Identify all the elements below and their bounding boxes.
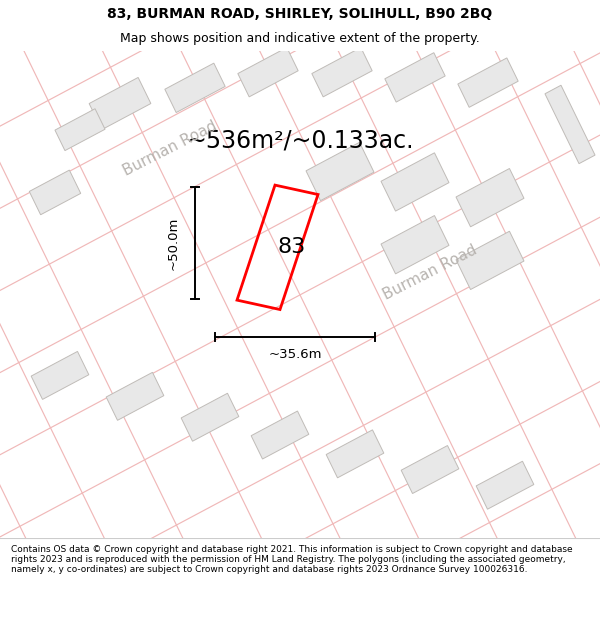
Text: Burman Road: Burman Road xyxy=(121,118,220,179)
Polygon shape xyxy=(29,170,81,215)
Polygon shape xyxy=(181,393,239,441)
Polygon shape xyxy=(326,430,384,478)
Polygon shape xyxy=(89,78,151,129)
Polygon shape xyxy=(238,48,298,97)
Text: ~536m²/~0.133ac.: ~536m²/~0.133ac. xyxy=(186,128,414,152)
Polygon shape xyxy=(456,169,524,227)
Polygon shape xyxy=(31,351,89,399)
Polygon shape xyxy=(381,216,449,274)
Polygon shape xyxy=(458,58,518,108)
Polygon shape xyxy=(476,461,534,509)
Text: 83: 83 xyxy=(278,237,306,257)
Polygon shape xyxy=(165,63,225,112)
Polygon shape xyxy=(55,109,105,151)
Polygon shape xyxy=(106,372,164,421)
Polygon shape xyxy=(306,142,374,201)
Text: 83, BURMAN ROAD, SHIRLEY, SOLIHULL, B90 2BQ: 83, BURMAN ROAD, SHIRLEY, SOLIHULL, B90 … xyxy=(107,8,493,21)
Polygon shape xyxy=(456,231,524,289)
Text: ~35.6m: ~35.6m xyxy=(268,348,322,361)
Polygon shape xyxy=(381,153,449,211)
Text: ~50.0m: ~50.0m xyxy=(167,216,179,270)
Polygon shape xyxy=(545,85,595,164)
Text: Map shows position and indicative extent of the property.: Map shows position and indicative extent… xyxy=(120,32,480,45)
Polygon shape xyxy=(385,52,445,102)
Text: Contains OS data © Crown copyright and database right 2021. This information is : Contains OS data © Crown copyright and d… xyxy=(11,544,572,574)
Polygon shape xyxy=(312,48,372,97)
Polygon shape xyxy=(401,446,459,494)
Text: Burman Road: Burman Road xyxy=(380,242,479,303)
Polygon shape xyxy=(251,411,309,459)
